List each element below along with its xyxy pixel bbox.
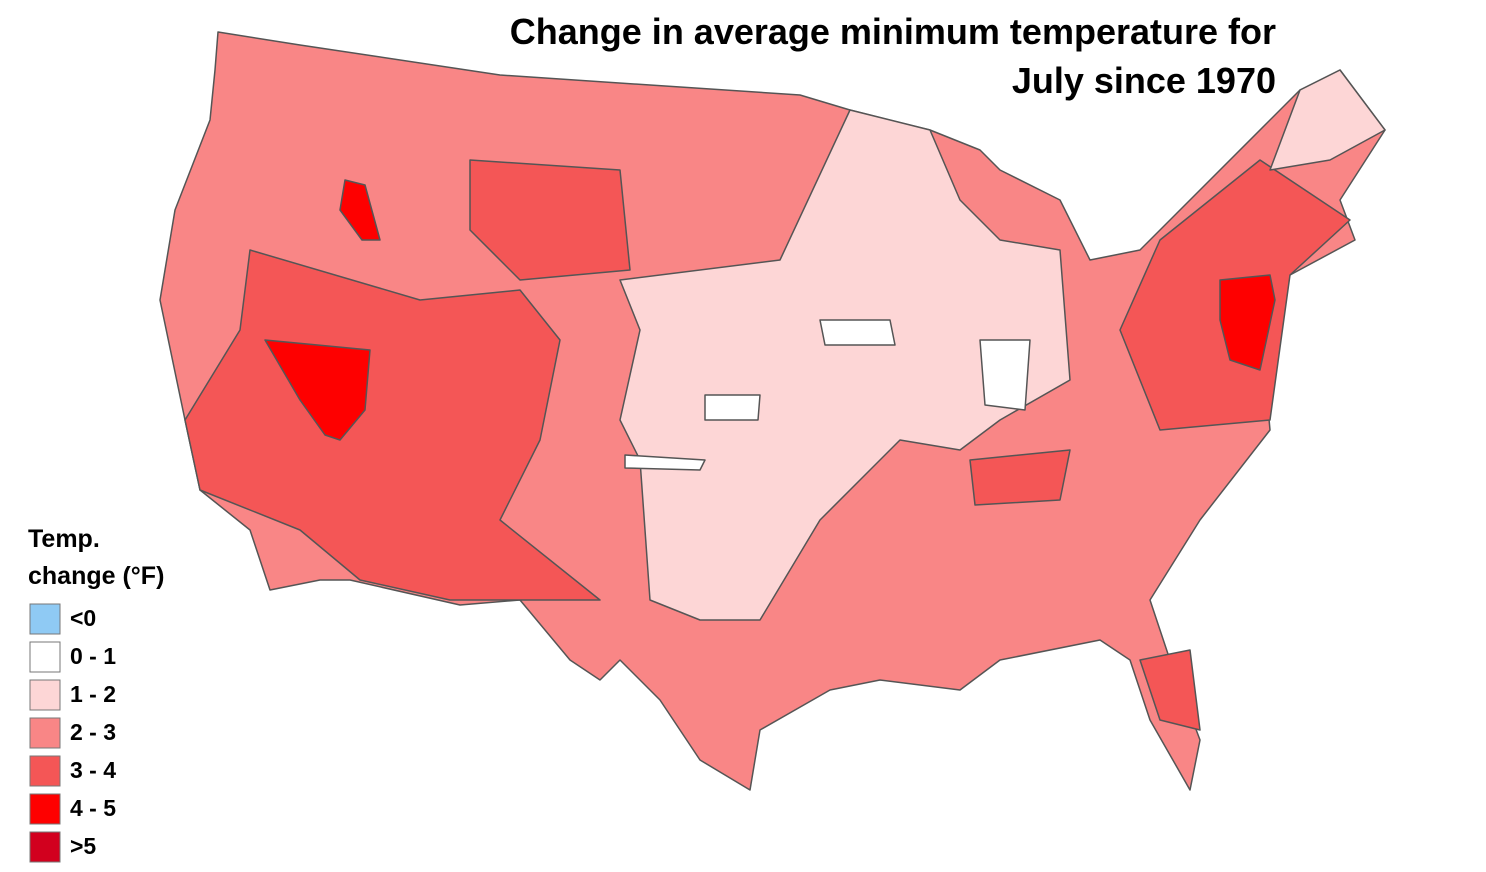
legend-title: change (°F)	[28, 562, 164, 590]
region-iowa-white	[819, 319, 896, 346]
legend-swatch	[29, 641, 61, 673]
legend-label: 0 - 1	[70, 643, 116, 669]
legend-swatch	[29, 679, 61, 711]
legend: Temp. change (°F) <0 0 - 1 1 - 2 2 - 3 3 - 4…	[28, 525, 164, 863]
region-nevada-hot	[264, 339, 371, 441]
legend-title: Temp.	[28, 525, 100, 553]
region-midwest	[619, 109, 1071, 621]
legend-swatch	[29, 793, 61, 825]
region-indiana-white	[979, 339, 1031, 411]
region-florida	[1139, 649, 1201, 731]
map	[159, 31, 1386, 791]
region-northeast-light	[1269, 69, 1386, 171]
region-northern-plains	[469, 159, 631, 281]
legend-label: 1 - 2	[70, 681, 116, 707]
legend-swatch	[29, 717, 61, 749]
region-panhandle-white	[624, 454, 706, 471]
legend-label: <0	[70, 605, 96, 631]
region-kansas-white	[704, 394, 761, 421]
region-tennessee	[969, 449, 1071, 506]
region-southwest	[184, 249, 601, 601]
region-idaho-hot	[339, 179, 381, 241]
legend-swatch	[29, 755, 61, 787]
legend-label: 2 - 3	[70, 719, 116, 745]
legend-label: 4 - 5	[70, 795, 116, 821]
region-maryland-hot	[1219, 274, 1276, 371]
title-line: Change in average minimum temperature fo…	[510, 11, 1276, 52]
legend-swatch	[29, 831, 61, 863]
legend-label: 3 - 4	[70, 757, 116, 783]
title-line: July since 1970	[1012, 60, 1276, 101]
legend-swatch	[29, 603, 61, 635]
legend-label: >5	[70, 833, 96, 859]
